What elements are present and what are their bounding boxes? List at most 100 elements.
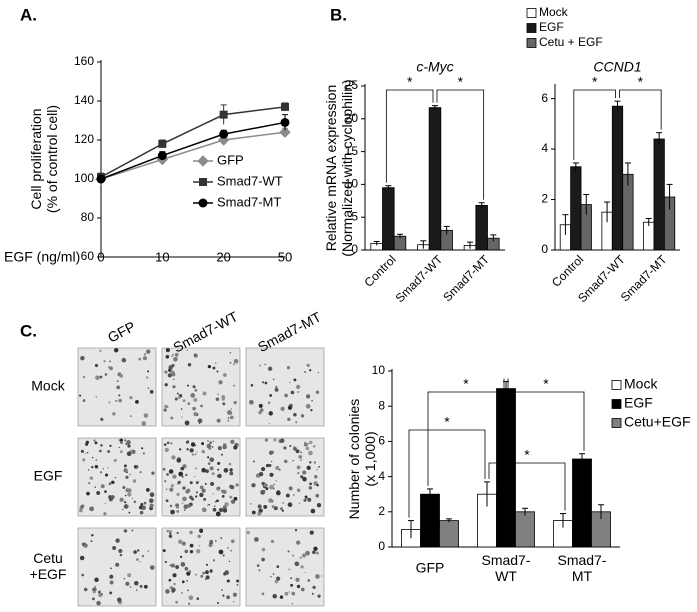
x-tick-label: Control (549, 252, 586, 289)
colony-dot (112, 545, 117, 550)
colony-dot (99, 349, 102, 352)
colony-dot (276, 565, 280, 568)
legend-label: Smad7-WT (217, 173, 283, 188)
colony-dot (300, 451, 303, 454)
colony-dot (147, 387, 150, 389)
colony-dot (168, 578, 172, 582)
colony-dot (151, 471, 155, 475)
colony-dot (175, 565, 180, 569)
legend-swatch (526, 38, 537, 48)
colony-dot (179, 555, 183, 558)
colony-dot (292, 460, 294, 462)
colony-dot (268, 463, 272, 468)
line (100, 131, 286, 180)
colony-dot (307, 497, 312, 502)
colony-dot (109, 591, 113, 595)
x-tick-label: Smad7-MT (557, 552, 606, 584)
colony-dot (92, 597, 95, 601)
colony-dot (224, 570, 230, 575)
colony-dot (287, 502, 293, 507)
colony-dot (115, 562, 120, 567)
colony-dot (192, 406, 196, 411)
colony-dot (165, 355, 170, 359)
colony-dot (224, 502, 229, 507)
colony-dot (89, 506, 95, 512)
legend-swatch (526, 23, 537, 33)
colony-dot (206, 504, 209, 507)
colony-dot (185, 473, 188, 477)
colony-dot (268, 411, 273, 416)
colony-image (161, 527, 241, 607)
colony-dot (259, 408, 264, 412)
colony-dot (169, 530, 172, 533)
colony-dot (82, 375, 86, 379)
x-tick-label: Smad7-MT (618, 252, 670, 304)
legend-swatch (611, 399, 622, 409)
colony-dot (205, 570, 209, 575)
colony-dot (295, 449, 300, 454)
colony-dot (100, 444, 103, 447)
colony-dot (86, 451, 89, 454)
colony-dot (275, 466, 280, 471)
annotation: * (524, 447, 530, 463)
colony-dot (274, 387, 279, 392)
y-tick-label: 15 (345, 144, 359, 158)
colony-dot (289, 445, 292, 447)
panel-label: B. (330, 5, 347, 24)
colony-dot (261, 466, 266, 472)
annotation: * (463, 376, 469, 392)
colony-dot (143, 584, 148, 589)
colony-dot (265, 487, 269, 491)
colony-dot (275, 480, 278, 482)
colony-dot (123, 529, 128, 533)
colony-dot (170, 416, 174, 420)
colony-dot (181, 416, 183, 418)
colony-dot (228, 462, 232, 466)
bar (428, 107, 442, 251)
y-tick-label: 10 (372, 363, 386, 377)
colony-dot (305, 403, 311, 409)
colony-dot (233, 384, 235, 387)
colony-dot (303, 498, 307, 502)
colony-dot (316, 468, 318, 471)
bar (611, 105, 624, 251)
colony-dot (320, 575, 323, 577)
colony-dot (222, 508, 228, 513)
colony-dot (209, 466, 214, 471)
colony-dot (195, 495, 198, 498)
bar (643, 221, 655, 251)
colony-dot (182, 496, 187, 502)
colony-dot (171, 372, 176, 377)
y-tick-label: 0 (378, 539, 385, 553)
colony-dot (176, 392, 179, 395)
bar (572, 458, 592, 548)
colony-dot (85, 440, 90, 444)
colony-dot (316, 502, 322, 508)
colony-dot (82, 399, 86, 403)
colony-dot (181, 502, 184, 505)
colony-dot (81, 542, 86, 547)
colony-dot (170, 509, 175, 515)
colony-dot (310, 508, 316, 514)
colony-dot (264, 381, 268, 385)
colony-dot (271, 460, 273, 463)
colony-dot (99, 471, 103, 474)
colony-dot (183, 464, 186, 467)
colony-dot (229, 495, 233, 499)
colony-dot (189, 530, 193, 535)
colony-dot (164, 480, 167, 483)
x-tick-label: 0 (97, 249, 104, 264)
colony-dot (258, 471, 264, 477)
bar (439, 520, 459, 548)
colony-dot (188, 595, 194, 601)
colony-dot (227, 547, 229, 549)
annotation: * (638, 74, 644, 90)
colony-dot (190, 393, 196, 398)
bar (515, 511, 535, 548)
colony-dot (183, 504, 189, 509)
colony-dot (255, 473, 260, 478)
y-tick-label: 5 (351, 209, 358, 223)
colony-dot (261, 547, 266, 552)
colony-dot (176, 531, 179, 534)
colony-dot (80, 355, 85, 361)
